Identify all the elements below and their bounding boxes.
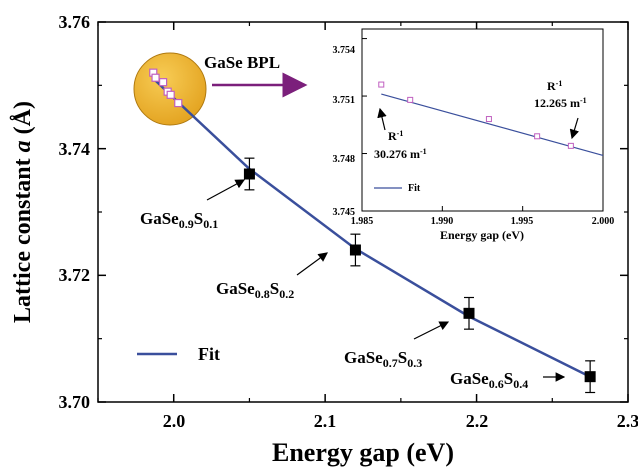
inset-data-point [534, 133, 541, 140]
inset-x-tick-label: 1.990 [431, 216, 454, 227]
x-tick-label: 2.1 [314, 411, 337, 431]
inset-x-tick-label: 1.985 [351, 216, 374, 227]
inset-fit-layer [381, 93, 604, 156]
x-axis-title: Energy gap (eV) [272, 438, 454, 467]
point-label: GaSe0.8S0.2 [216, 279, 294, 301]
highlight-label: GaSe BPL [204, 53, 280, 72]
data-point [584, 371, 596, 383]
bpl-layer [149, 68, 183, 108]
inset-annotation-arrow [377, 107, 387, 131]
y-tick-label: 3.74 [59, 139, 91, 159]
inset-annotation-arrow [569, 117, 580, 140]
inset-frame [361, 28, 604, 212]
point-label-arrow [413, 321, 450, 340]
inset-data-point [407, 96, 414, 103]
inset-annotation-value: 12.265 m-1 [534, 96, 587, 111]
inset-y-tick-label: 3.754 [333, 45, 356, 56]
y-tick-label: 3.76 [59, 12, 91, 32]
main-axis-ticks [97, 21, 629, 403]
point-label: GaSe0.9S0.1 [140, 209, 218, 231]
inset-data-point [485, 116, 492, 123]
point-label-arrow [296, 252, 328, 276]
data-point [463, 307, 475, 319]
data-point [349, 244, 361, 256]
x-tick-label: 2.3 [617, 411, 638, 431]
inset-annotation-label: R-1 [388, 129, 403, 144]
y-tick-label: 3.72 [59, 265, 91, 285]
point-label-arrow [206, 179, 246, 201]
points-layer [243, 157, 596, 394]
x-tick-label: 2.0 [163, 411, 186, 431]
inset-annotation-label: R-1 [547, 79, 562, 94]
inset-y-tick-label: 3.748 [333, 154, 356, 165]
y-tick-label: 3.70 [59, 392, 91, 412]
inset-fit-line [381, 93, 604, 156]
x-tick-label: 2.2 [466, 411, 489, 431]
bpl-point [174, 98, 183, 108]
inset-x-tick-label: 1.995 [511, 216, 534, 227]
point-label: GaSe0.6S0.4 [450, 369, 528, 391]
point-labels-layer: GaSe0.9S0.1 GaSe0.8S0.2 GaSe0.7S0.3 GaSe0.6… [140, 179, 566, 391]
inset-points-layer [378, 81, 574, 149]
legend-label: Fit [198, 344, 220, 364]
inset-axis-ticks [361, 38, 604, 212]
bpl-point [159, 78, 168, 87]
y-axis-title: Lattice constant a (Å) [10, 101, 36, 323]
inset-x-axis-title: Energy gap (eV) [440, 228, 524, 242]
inset-y-tick-label: 3.745 [333, 207, 356, 218]
inset-y-tick-label: 3.751 [333, 95, 356, 106]
inset-chart: 3.754 3.751 3.748 3.745 1.985 1.990 1.99… [333, 28, 615, 242]
point-label: GaSe0.7S0.3 [344, 348, 422, 370]
inset-legend-label: Fit [408, 183, 421, 194]
inset-x-tick-label: 2.000 [592, 216, 615, 227]
bpl-point [151, 73, 160, 82]
inset-annotation-value: 30.276 m-1 [374, 147, 427, 162]
inset-data-point [378, 81, 385, 88]
bpl-point [166, 90, 175, 99]
inset-data-point [567, 142, 574, 149]
data-point [243, 168, 255, 180]
